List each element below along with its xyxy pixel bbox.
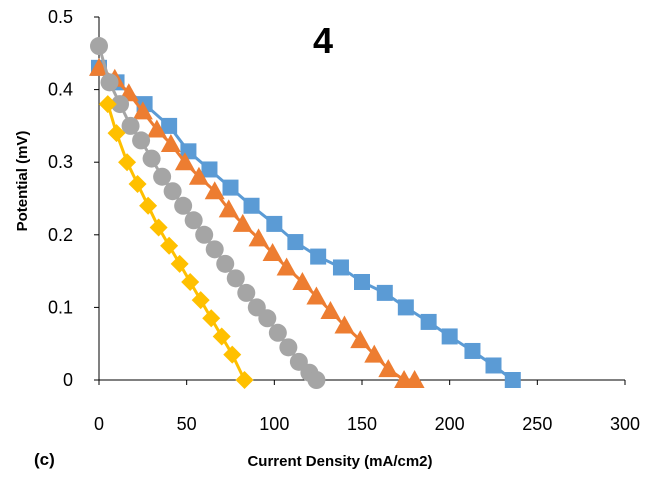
data-point	[364, 344, 385, 363]
data-point	[132, 101, 153, 120]
data-point	[307, 371, 326, 389]
data-point	[149, 218, 168, 237]
x-tick-label: 300	[610, 414, 640, 434]
data-point	[202, 309, 221, 328]
x-tick-label: 100	[259, 414, 289, 434]
y-tick-label: 0.1	[48, 297, 73, 317]
data-point	[160, 134, 181, 153]
data-point	[191, 291, 210, 310]
data-point	[89, 57, 109, 76]
y-tick-label: 0.4	[48, 80, 73, 100]
data-point	[441, 328, 458, 345]
data-point	[111, 95, 130, 114]
data-point	[118, 153, 137, 172]
series-triangle	[89, 57, 425, 388]
data-point	[332, 259, 349, 276]
data-point	[181, 272, 200, 291]
data-point	[160, 236, 179, 255]
data-point	[258, 309, 277, 328]
series-circle	[90, 37, 326, 389]
data-point	[139, 196, 158, 215]
data-point	[350, 330, 371, 349]
data-point	[232, 213, 253, 232]
data-point	[279, 338, 298, 357]
x-axis-title: Current Density (mA/cm2)	[247, 453, 432, 470]
data-point	[354, 273, 370, 290]
data-point	[464, 342, 481, 359]
data-point	[204, 181, 225, 200]
data-point	[128, 174, 147, 193]
series-layer	[89, 37, 521, 389]
x-tick-label: 50	[177, 414, 197, 434]
x-tick-label: 250	[522, 414, 552, 434]
axes: 0 0.1 0.2 0.3 0.4 0.5 0 50 100 150 200 250 300	[48, 7, 640, 434]
data-point	[276, 257, 297, 276]
data-point	[248, 228, 269, 247]
data-point	[146, 119, 167, 138]
y-tick-label: 0.3	[48, 152, 73, 172]
data-point	[188, 166, 209, 185]
data-point	[243, 197, 260, 214]
y-tick-label: 0	[63, 370, 73, 390]
data-point	[163, 182, 182, 201]
data-point	[174, 196, 193, 215]
chart-title: 4	[313, 20, 333, 61]
data-point	[266, 215, 283, 232]
data-point	[223, 345, 242, 364]
y-axis-title: Potential (mV)	[14, 131, 31, 232]
panel-label: (c)	[34, 450, 55, 469]
series-diamond	[98, 95, 254, 389]
y-tick-label: 0.2	[48, 225, 73, 245]
x-tick-label: 200	[435, 414, 465, 434]
data-point	[161, 117, 178, 134]
data-point	[334, 315, 355, 334]
data-point	[397, 299, 414, 316]
data-point	[205, 240, 224, 259]
y-tick-label: 0.5	[48, 7, 73, 27]
data-point	[153, 167, 172, 186]
data-point	[201, 161, 218, 178]
data-point	[235, 371, 254, 389]
data-point	[504, 372, 521, 388]
data-point	[262, 242, 283, 261]
data-point	[142, 149, 161, 168]
data-point	[174, 152, 195, 171]
data-point	[121, 116, 140, 135]
data-point	[170, 254, 189, 273]
data-point	[132, 131, 151, 150]
text-layer: 4 (c) Current Density (mA/cm2) Potential…	[14, 20, 433, 470]
data-point	[306, 286, 327, 305]
x-tick-label: 150	[347, 414, 377, 434]
data-point	[107, 124, 126, 143]
data-point	[218, 199, 239, 218]
data-point	[378, 359, 399, 378]
data-point	[268, 323, 287, 342]
data-point	[404, 370, 425, 388]
data-point	[216, 254, 235, 273]
data-point	[212, 327, 231, 346]
data-point	[100, 73, 119, 92]
data-point	[222, 179, 239, 196]
data-point	[320, 301, 341, 320]
data-point	[90, 37, 108, 56]
data-point	[237, 283, 256, 302]
data-point	[184, 211, 203, 230]
data-point	[98, 95, 117, 114]
data-point	[195, 225, 214, 244]
data-point	[376, 284, 393, 301]
x-tick-label: 0	[94, 414, 104, 434]
data-point	[226, 269, 245, 288]
data-point	[310, 248, 327, 265]
data-point	[420, 313, 437, 330]
data-point	[292, 271, 313, 290]
data-point	[287, 234, 304, 251]
data-point	[485, 357, 502, 374]
